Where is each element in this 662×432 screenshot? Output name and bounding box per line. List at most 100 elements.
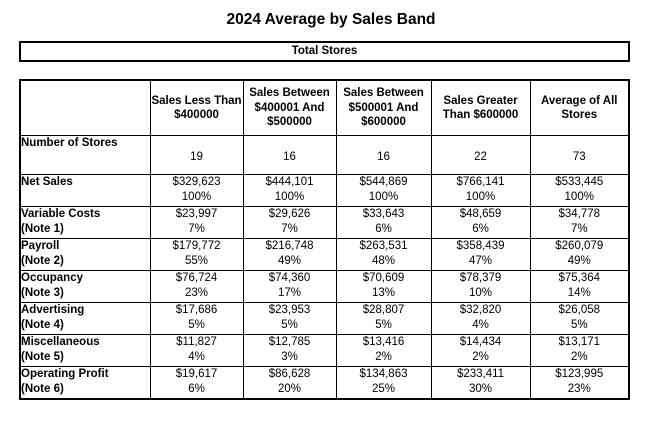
value-cell: $12,785 3% — [242, 334, 337, 367]
amount-text: $86,628 — [268, 368, 311, 380]
table-row: Miscellaneous (Note 5) $11,827 4% $12,785 3% $… — [19, 334, 630, 367]
row-label: Operating Profit (Note 6) — [19, 366, 151, 400]
store-count-cell: 19 — [149, 135, 244, 175]
percent-text: 2% — [570, 350, 588, 363]
value-cell: $13,171 2% — [529, 334, 630, 367]
sales-band-table: Sales Less Than $400000 Sales Between $4… — [19, 79, 630, 400]
value-cell: $11,827 4% — [149, 334, 244, 367]
row-note-text: (Note 3) — [21, 286, 64, 299]
percent-text: 6% — [188, 382, 205, 395]
table-row: Occupancy (Note 3) $76,724 23% $74,360 17% $70… — [19, 270, 630, 303]
percent-text: 7% — [188, 222, 205, 235]
percent-text: 100% — [465, 190, 496, 203]
row-label-text: Occupancy — [21, 272, 83, 284]
column-header: Sales Between $400001 And $500000 — [242, 79, 337, 136]
table-row: Payroll (Note 2) $179,772 55% $216,748 49% $26… — [19, 238, 630, 271]
row-note-text: (Note 6) — [21, 382, 64, 395]
row-note-text: (Note 2) — [21, 254, 64, 267]
header-corner-cell — [19, 79, 151, 136]
amount-text: $13,171 — [558, 336, 601, 348]
amount-text: $33,643 — [362, 208, 405, 220]
percent-text: 14% — [567, 286, 591, 299]
row-label-text: Advertising — [21, 304, 85, 316]
value-cell: $75,364 14% — [529, 270, 630, 303]
value-cell: $123,995 23% — [529, 366, 630, 400]
table-row: Variable Costs (Note 1) $23,997 7% $29,626 7%… — [19, 206, 630, 239]
percent-text: 4% — [188, 350, 205, 363]
row-label: Variable Costs (Note 1) — [19, 206, 151, 239]
amount-text: $444,101 — [265, 176, 314, 188]
value-cell: $76,724 23% — [149, 270, 244, 303]
percent-text: 6% — [375, 222, 392, 235]
value-cell: $533,445 100% — [529, 174, 630, 207]
row-label-text: Variable Costs — [21, 208, 101, 220]
percent-text: 55% — [184, 254, 209, 267]
amount-text: $28,807 — [362, 304, 405, 316]
amount-text: $13,416 — [362, 336, 405, 348]
store-count-cell: 73 — [529, 135, 630, 175]
value-cell: $233,411 30% — [430, 366, 531, 400]
report-title: 2024 Average by Sales Band — [226, 11, 436, 28]
amount-text: $78,379 — [459, 272, 502, 284]
percent-text: 23% — [184, 286, 209, 299]
amount-text: $766,141 — [456, 176, 505, 188]
column-header: Sales Greater Than $600000 — [430, 79, 531, 136]
table-row: Net Sales $329,623 100% $444,101 100% $544,86… — [19, 174, 630, 207]
percent-text: 7% — [281, 222, 298, 235]
amount-text: $26,058 — [558, 304, 601, 316]
value-cell: $13,416 2% — [335, 334, 432, 367]
amount-text: $23,997 — [175, 208, 218, 220]
value-cell: $179,772 55% — [149, 238, 244, 271]
percent-text: 20% — [277, 382, 302, 395]
amount-text: $74,360 — [268, 272, 311, 284]
amount-text: $544,869 — [359, 176, 408, 188]
value-cell: $544,869 100% — [335, 174, 432, 207]
value-cell: $32,820 4% — [430, 302, 531, 335]
percent-text: 25% — [371, 382, 396, 395]
percent-text: 100% — [564, 190, 594, 203]
amount-text: $179,772 — [172, 240, 221, 252]
value-cell: $329,623 100% — [149, 174, 244, 207]
amount-text: $17,686 — [175, 304, 218, 316]
value-cell: $86,628 20% — [242, 366, 337, 400]
amount-text: $533,445 — [555, 176, 604, 188]
column-header: Sales Less Than $400000 — [149, 79, 244, 136]
amount-text: $75,364 — [558, 272, 601, 284]
row-label: Advertising (Note 4) — [19, 302, 151, 335]
percent-text: 6% — [472, 222, 489, 235]
value-cell: $23,953 5% — [242, 302, 337, 335]
amount-text: $358,439 — [456, 240, 505, 252]
amount-text: $29,626 — [268, 208, 311, 220]
amount-text: $19,617 — [175, 368, 218, 380]
amount-text: $34,778 — [558, 208, 601, 220]
column-header-row: Sales Less Than $400000 Sales Between $4… — [19, 79, 630, 136]
table-row: Advertising (Note 4) $17,686 5% $23,953 5% $28… — [19, 302, 630, 335]
percent-text: 13% — [371, 286, 396, 299]
value-cell: $74,360 17% — [242, 270, 337, 303]
percent-text: 10% — [468, 286, 493, 299]
total-stores-banner: Total Stores — [19, 41, 630, 62]
value-cell: $14,434 2% — [430, 334, 531, 367]
row-label: Net Sales — [19, 174, 151, 207]
value-cell: $19,617 6% — [149, 366, 244, 400]
percent-text: 47% — [468, 254, 493, 267]
amount-text: $263,531 — [359, 240, 408, 252]
value-cell: $263,531 48% — [335, 238, 432, 271]
value-cell: $23,997 7% — [149, 206, 244, 239]
percent-text: 5% — [188, 318, 205, 331]
percent-text: 4% — [472, 318, 489, 331]
amount-text: $216,748 — [265, 240, 314, 252]
percent-text: 100% — [181, 190, 212, 203]
percent-text: 49% — [277, 254, 302, 267]
amount-text: $12,785 — [268, 336, 311, 348]
amount-text: $70,609 — [362, 272, 405, 284]
amount-text: $32,820 — [459, 304, 502, 316]
value-cell: $444,101 100% — [242, 174, 337, 207]
amount-text: $14,434 — [459, 336, 502, 348]
percent-text: 17% — [277, 286, 302, 299]
percent-text: 3% — [281, 350, 298, 363]
store-count-cell: 16 — [335, 135, 432, 175]
number-of-stores-row: Number of Stores 19 16 16 22 73 — [19, 135, 630, 175]
row-label: Number of Stores — [19, 135, 151, 175]
amount-text: $260,079 — [555, 240, 604, 252]
